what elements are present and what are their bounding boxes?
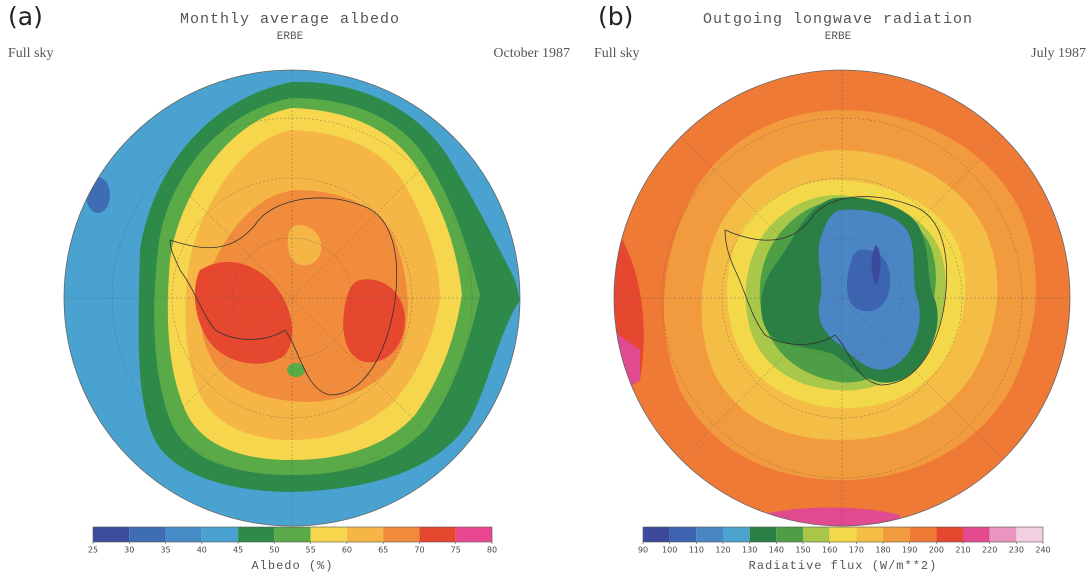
colorbar-tick-label: 35 — [160, 546, 170, 555]
colorbar-tick-label: 90 — [638, 546, 648, 555]
colorbar-tick-label: 45 — [233, 546, 243, 555]
colorbar-tick-label: 25 — [88, 546, 98, 555]
colorbar-segment — [883, 527, 910, 542]
date-label: July 1987 — [1031, 46, 1086, 61]
colorbar-tick-label: 210 — [955, 546, 970, 555]
panel-source: ERBE — [277, 31, 304, 43]
colorbar-segment — [311, 527, 347, 542]
colorbar-tick-label: 170 — [849, 546, 864, 555]
colorbar-tick-label: 180 — [875, 546, 890, 555]
colorbar-tick-label: 150 — [795, 546, 810, 555]
colorbar-tick-label: 55 — [306, 546, 316, 555]
colorbar-tick-label: 65 — [378, 546, 388, 555]
colorbar-segment — [202, 527, 238, 542]
colorbar-tick-label: 40 — [197, 546, 207, 555]
colorbar-title: Radiative flux (W/m**2) — [749, 559, 938, 573]
colorbar-tick-label: 130 — [742, 546, 757, 555]
colorbar-segment — [750, 527, 777, 542]
sky-label: Full sky — [8, 46, 54, 61]
colorbar-tick-label: 70 — [414, 546, 424, 555]
colorbar-segment — [803, 527, 830, 542]
colorbar-segment — [93, 527, 129, 542]
colorbar-tick-label: 230 — [1009, 546, 1024, 555]
colorbar-tick-label: 80 — [487, 546, 497, 555]
colorbar-segment — [274, 527, 310, 542]
date-label: October 1987 — [493, 46, 570, 61]
colorbar-segment — [129, 527, 165, 542]
panel-label: (a) — [8, 2, 43, 31]
colorbar-segment — [696, 527, 723, 542]
figure: (a) Monthly average albedo ERBE Full sky… — [0, 0, 1086, 574]
colorbar-segment — [723, 527, 750, 542]
colorbar-segment — [856, 527, 883, 542]
panel-source: ERBE — [825, 31, 852, 43]
colorbar-segment — [347, 527, 383, 542]
colorbar-tick-label: 190 — [902, 546, 917, 555]
colorbar-tick-label: 30 — [124, 546, 134, 555]
colorbar-segment — [936, 527, 963, 542]
colorbar-tick-label: 110 — [689, 546, 704, 555]
panel-label: (b) — [598, 2, 633, 31]
panel-title: Outgoing longwave radiation — [703, 11, 973, 28]
colorbar-segment — [670, 527, 697, 542]
colorbar-segment — [963, 527, 990, 542]
colorbar-segment — [1016, 527, 1043, 542]
colorbar-segment — [776, 527, 803, 542]
colorbar-tick-label: 240 — [1035, 546, 1050, 555]
colorbar-tick-label: 60 — [342, 546, 352, 555]
colorbar-tick-label: 100 — [662, 546, 677, 555]
colorbar-tick-label: 200 — [929, 546, 944, 555]
sky-label: Full sky — [594, 46, 640, 61]
colorbar-title: Albedo (%) — [251, 559, 333, 573]
colorbar-segment — [910, 527, 937, 542]
colorbar-tick-label: 220 — [982, 546, 997, 555]
colorbar-tick-label: 75 — [451, 546, 461, 555]
colorbar-segment — [830, 527, 857, 542]
colorbar-segment — [383, 527, 419, 542]
colorbar-tick-label: 120 — [715, 546, 730, 555]
colorbar-tick-label: 50 — [269, 546, 279, 555]
colorbar-segment — [643, 527, 670, 542]
panel-title: Monthly average albedo — [180, 11, 400, 28]
colorbar-tick-label: 140 — [769, 546, 784, 555]
colorbars: 25 30 35 40 45 50 55 60 65 70 75 80 Albedo (%) 90 100 1… — [88, 527, 1051, 573]
colorbar-segment — [166, 527, 202, 542]
colorbar-tick-label: 160 — [822, 546, 837, 555]
figure-canvas: (a) Monthly average albedo ERBE Full sky… — [0, 0, 1086, 574]
colorbar-segment — [238, 527, 274, 542]
colorbar-segment — [456, 527, 492, 542]
colorbar-segment — [419, 527, 455, 542]
colorbar-segment — [990, 527, 1017, 542]
